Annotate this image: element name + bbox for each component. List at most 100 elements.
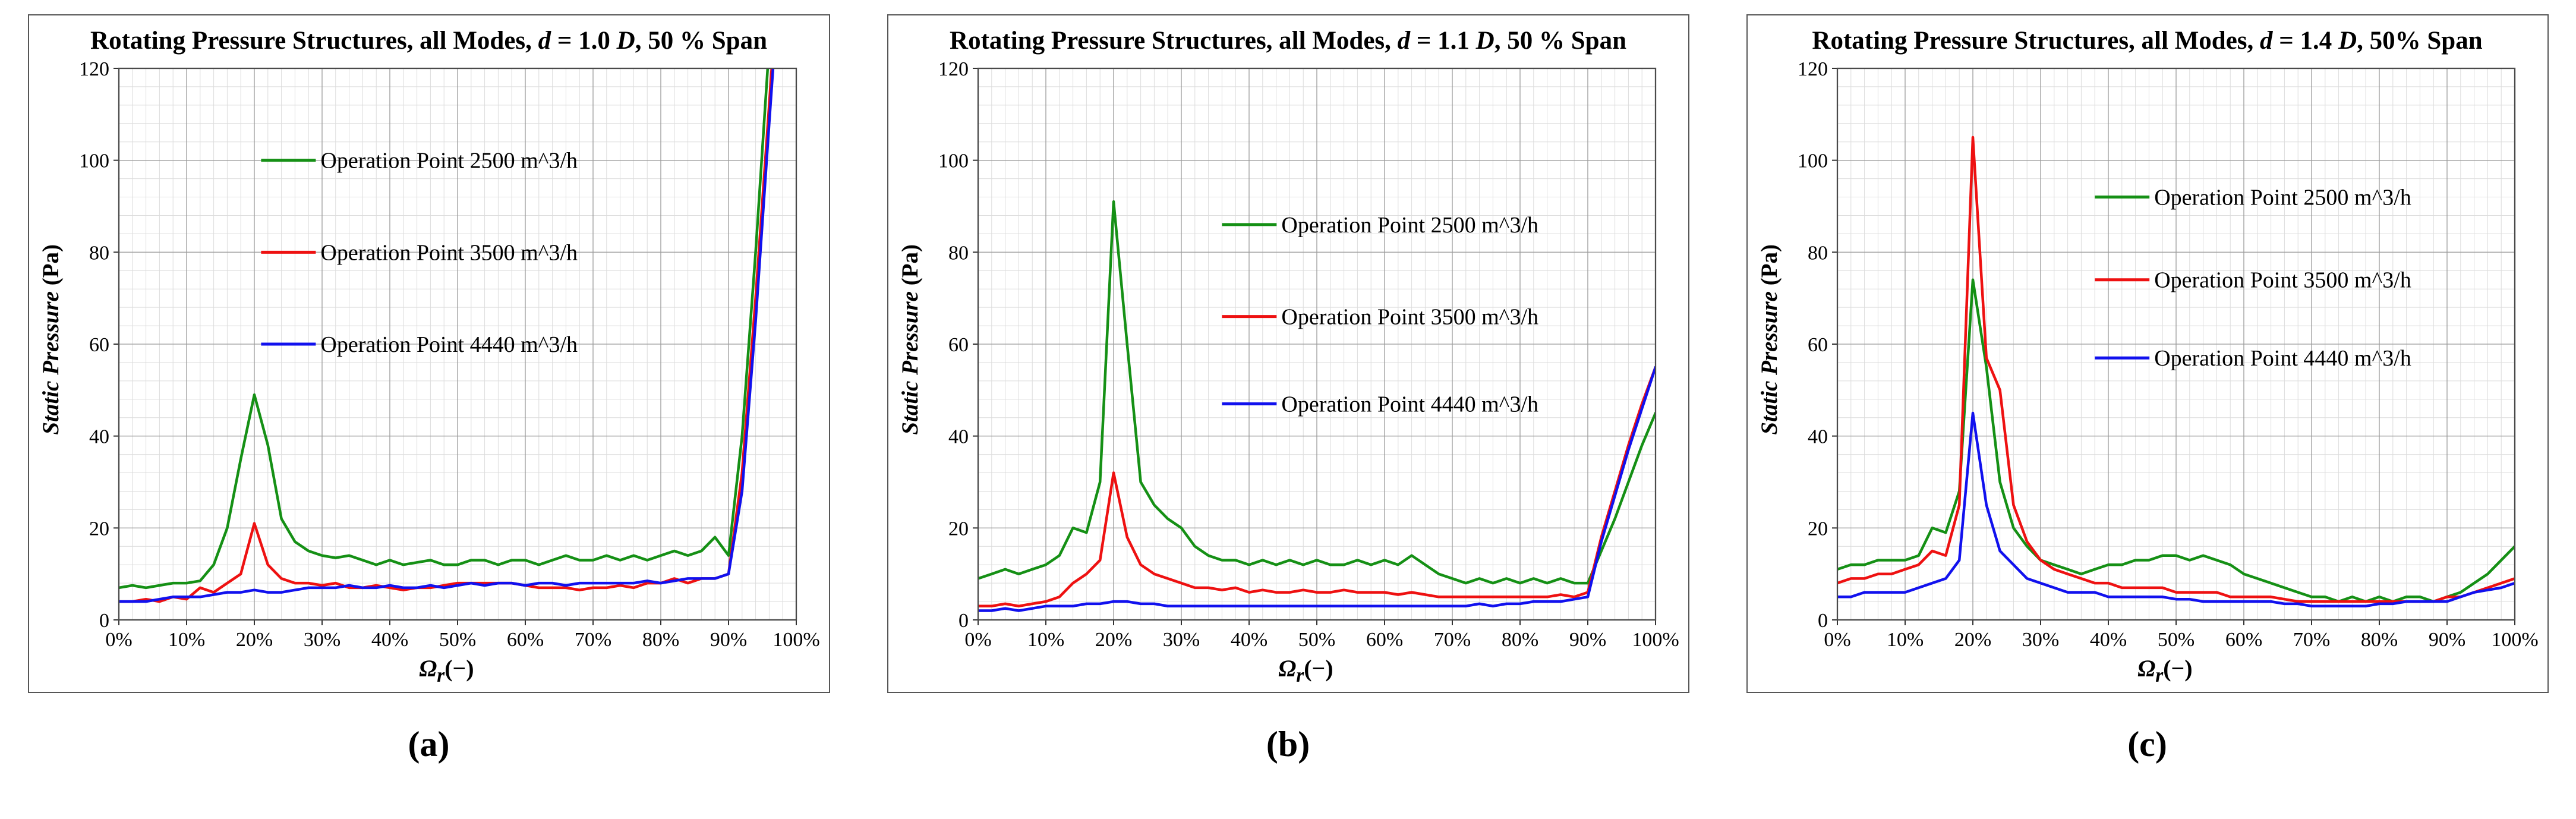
x-tick-label: 10% [1886,629,1923,651]
legend: Operation Point 2500 m^3/h Operation Poin… [1221,213,1538,417]
x-tick-label: 40% [371,629,408,651]
x-tick-label: 0% [1824,629,1850,651]
plot-area-b: 0% 10% 20% 30% 40% 50% 60% 70% 80% 90% 100% 0 20 40 60… [938,60,1679,651]
x-tick-label: 80% [2360,629,2397,651]
y-tick-label: 120 [79,60,109,80]
legend-label-0: Operation Point 2500 m^3/h [320,149,578,174]
caption-paren: ) [2155,724,2167,764]
series-line-2 [1837,412,2515,608]
y-tick-label: 40 [89,426,109,448]
y-tick-label: 100 [938,150,969,172]
y-tick-label: 0 [958,610,969,632]
y-axis-unit: (Pa) [38,244,64,286]
title-text: Rotating Pressure Structures, all Modes, [1812,27,2254,55]
x-tick-label: 40% [2089,629,2126,651]
y-tick-label: 120 [938,60,969,80]
y-tick-label: 40 [948,426,969,448]
x-tick-label: 30% [1162,629,1199,651]
x-axis-unit: (−) [1304,655,1333,682]
x-tick-label: 20% [1954,629,1991,651]
y-axis-title-a: Static Pressure (Pa) [34,60,68,654]
x-axis-omega: Ω [419,655,437,682]
y-tick-label: 0 [99,610,109,632]
title-suffix: , 50 % Span [635,27,767,55]
x-tick-label: 70% [1433,629,1470,651]
x-tick-label: 50% [439,629,475,651]
caption-paren: ( [1266,724,1278,764]
caption-letter: b [1278,724,1298,764]
x-tick-label: 90% [710,629,746,651]
x-tick-label: 50% [2157,629,2194,651]
title-suffix: , 50 % Span [1494,27,1626,55]
axis-ticks [1831,68,2515,626]
caption-paren: ( [408,724,420,764]
chart-panel-c: Rotating Pressure Structures, all Modes,… [1746,14,2549,765]
legend-label-1: Operation Point 3500 m^3/h [2154,268,2411,293]
y-tick-label: 20 [1808,518,1828,540]
y-tick-labels: 0 20 40 60 80 100 120 [1798,60,1828,632]
title-value: = 1.0 [557,27,610,55]
chart-panel-a: Rotating Pressure Structures, all Modes,… [27,14,830,765]
caption-paren: ) [1298,724,1310,764]
x-tick-label: 60% [1366,629,1402,651]
x-tick-label: 40% [1230,629,1267,651]
y-tick-label: 20 [89,518,109,540]
x-tick-label: 20% [1095,629,1131,651]
plot-border [977,68,1656,621]
x-tick-label: 20% [235,629,272,651]
x-tick-label: 90% [2428,629,2465,651]
x-tick-label: 80% [642,629,679,651]
legend-label-1: Operation Point 3500 m^3/h [320,241,578,266]
x-axis-subscript: r [437,664,445,687]
title-text: Rotating Pressure Structures, all Modes, [90,27,532,55]
x-axis-omega: Ω [1278,655,1297,682]
x-tick-labels: 0% 10% 20% 30% 40% 50% 60% 70% 80% 90% 100% [1824,629,2538,651]
series-lines [978,200,1656,613]
y-tick-label: 0 [1818,610,1828,632]
chart-frame-a: Rotating Pressure Structures, all Modes,… [27,14,830,694]
legend-label-0: Operation Point 2500 m^3/h [2154,185,2411,210]
subfigure-caption-b: (b) [1266,724,1310,765]
series-line-0 [978,200,1656,585]
subfigure-caption-a: (a) [408,724,450,765]
y-axis-unit: (Pa) [897,244,923,286]
series-line-2 [118,68,774,603]
series-line-2 [978,366,1656,613]
series-line-1 [978,366,1656,608]
title-value: = 1.1 [1416,27,1470,55]
y-tick-label: 100 [1798,150,1828,172]
legend-label-1: Operation Point 3500 m^3/h [1281,305,1538,330]
x-tick-label: 50% [1298,629,1335,651]
x-tick-labels: 0% 10% 20% 30% 40% 50% 60% 70% 80% 90% 100% [105,629,819,651]
x-axis-title-b: Ωr(−) [893,654,1683,687]
plot-area-a: 0% 10% 20% 30% 40% 50% 60% 70% 80% 90% 100% 0 20 40 60… [79,60,820,651]
chart-frame-b: Rotating Pressure Structures, all Modes,… [887,14,1689,694]
x-axis-subscript: r [1296,664,1304,687]
series-line-0 [118,68,769,590]
x-tick-label: 30% [303,629,340,651]
x-tick-label: 70% [2293,629,2329,651]
x-tick-label: 80% [1501,629,1538,651]
y-axis-unit: (Pa) [1757,244,1782,286]
x-tick-label: 100% [773,629,819,651]
chart-title-a: Rotating Pressure Structures, all Modes,… [34,26,824,55]
chart-title-c: Rotating Pressure Structures, all Modes,… [1752,26,2543,55]
y-tick-label: 20 [948,518,969,540]
x-axis-unit: (−) [444,655,474,682]
series-lines [118,68,774,603]
y-tick-label: 80 [89,242,109,264]
y-tick-label: 40 [1808,426,1828,448]
caption-paren: ( [2127,724,2140,764]
title-suffix: , 50% Span [2357,27,2483,55]
x-tick-label: 0% [964,629,991,651]
plot-border [118,68,797,621]
subfigure-caption-c: (c) [2127,724,2167,765]
title-value: = 1.4 [2279,27,2332,55]
y-axis-title-c: Static Pressure (Pa) [1752,60,1787,654]
legend-label-2: Operation Point 4440 m^3/h [1281,392,1538,417]
x-axis-omega: Ω [2137,655,2156,682]
x-axis-title-a: Ωr(−) [34,654,824,687]
title-text: Rotating Pressure Structures, all Modes, [950,27,1391,55]
grid-major [978,68,1656,620]
title-D-italic: D [1475,27,1494,55]
